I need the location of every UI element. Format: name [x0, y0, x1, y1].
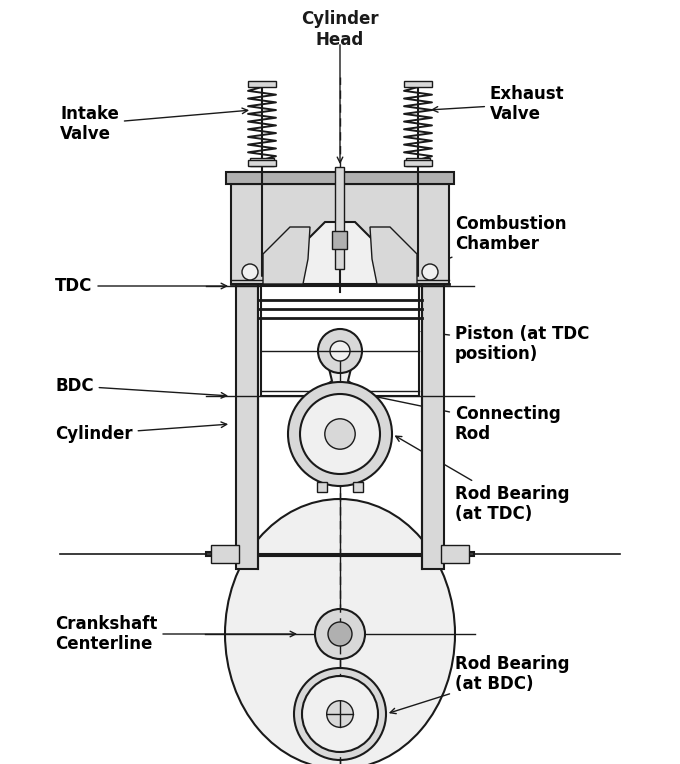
Text: Connecting
Rod: Connecting Rod [362, 392, 561, 443]
Bar [441, 545, 469, 563]
Circle shape [294, 668, 386, 760]
Text: Crankshaft
Centerline: Crankshaft Centerline [55, 614, 296, 653]
Ellipse shape [225, 499, 455, 764]
Bar [248, 160, 276, 166]
Text: Rod Bearing
(at BDC): Rod Bearing (at BDC) [390, 655, 569, 714]
Circle shape [325, 419, 355, 449]
Bar [250, 158, 274, 166]
Bar [261, 286, 419, 396]
Circle shape [288, 382, 392, 486]
Text: Rod Bearing
(at TDC): Rod Bearing (at TDC) [396, 436, 569, 523]
Bar [422, 284, 444, 569]
Polygon shape [263, 227, 310, 284]
Circle shape [300, 394, 380, 474]
Bar [236, 284, 258, 569]
Circle shape [326, 701, 354, 727]
Bar [335, 167, 345, 269]
Text: TDC: TDC [55, 277, 226, 295]
Bar [406, 158, 430, 166]
Circle shape [422, 264, 438, 280]
Polygon shape [263, 222, 417, 284]
Text: BDC: BDC [55, 377, 226, 398]
Bar [211, 545, 239, 563]
Circle shape [330, 341, 350, 361]
Bar [404, 81, 432, 87]
Bar [353, 482, 363, 492]
Bar [248, 81, 276, 87]
Bar [226, 172, 454, 184]
Text: Exhaust
Valve: Exhaust Valve [432, 85, 564, 124]
Bar [333, 231, 347, 249]
Polygon shape [320, 356, 360, 479]
Circle shape [302, 676, 378, 752]
Circle shape [318, 329, 362, 373]
Polygon shape [206, 552, 474, 556]
Text: Cylinder: Cylinder [55, 422, 226, 443]
Text: Combustion
Chamber: Combustion Chamber [421, 215, 566, 270]
Polygon shape [370, 227, 417, 284]
Circle shape [315, 609, 365, 659]
Circle shape [328, 622, 352, 646]
Text: Cylinder
Head: Cylinder Head [301, 10, 379, 49]
Bar [404, 160, 432, 166]
Bar [231, 184, 449, 284]
Text: Intake
Valve: Intake Valve [60, 105, 248, 144]
Bar [317, 482, 327, 492]
Circle shape [242, 264, 258, 280]
Text: Piston (at TDC
position): Piston (at TDC position) [422, 325, 590, 364]
